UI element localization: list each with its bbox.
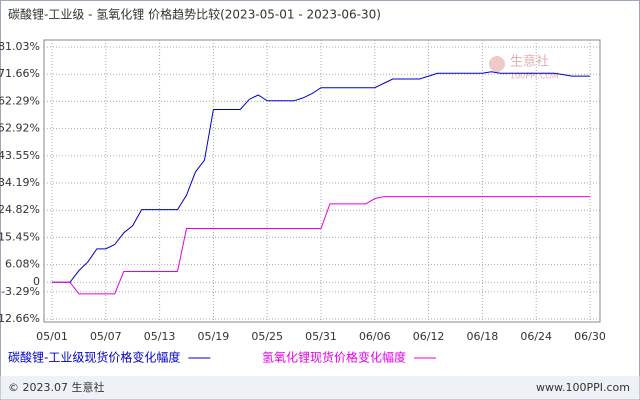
legend-label: 碳酸锂-工业级现货价格变化幅度 (8, 350, 180, 365)
x-tick-label: 05/13 (144, 330, 176, 343)
x-tick-label: 06/18 (467, 330, 499, 343)
series-line (52, 71, 590, 283)
chart-title: 碳酸锂-工业级 - 氢氧化锂 价格趋势比较(2023-05-01 - 2023-… (8, 7, 381, 22)
y-tick-label: 81.03% (0, 40, 40, 53)
footer-right: www.100PPI.com (536, 381, 630, 394)
y-tick-label: 0 (33, 275, 40, 288)
footer-left: © 2023.07 生意社 (8, 380, 104, 394)
x-tick-label: 06/24 (520, 330, 552, 343)
x-tick-label: 06/30 (574, 330, 606, 343)
x-tick-label: 05/01 (36, 330, 68, 343)
x-tick-label: 06/12 (413, 330, 445, 343)
y-tick-label: 43.55% (0, 149, 40, 162)
y-tick-label: -12.66% (0, 312, 40, 325)
y-tick-label: 24.82% (0, 203, 40, 216)
watermark: 生意社 100PPI.COM (489, 54, 559, 81)
watermark-logo (489, 56, 505, 72)
y-tick-label: 52.92% (0, 122, 40, 135)
y-tick-label: 62.29% (0, 94, 40, 107)
y-tick-label: 71.66% (0, 67, 40, 80)
x-tick-label: 05/19 (198, 330, 230, 343)
x-tick-label: 05/31 (305, 330, 337, 343)
y-tick-label: 34.19% (0, 176, 40, 189)
x-tick-label: 05/07 (90, 330, 122, 343)
y-tick-label: 15.45% (0, 230, 40, 243)
watermark-name: 生意社 (510, 54, 549, 70)
x-tick-label: 06/06 (359, 330, 391, 343)
legend-label: 氢氧化锂现货价格变化幅度 (262, 350, 406, 365)
watermark-site: 100PPI.COM (510, 72, 559, 81)
plot-frame (43, 39, 601, 323)
y-tick-label: -3.29% (1, 285, 40, 298)
x-tick-label: 05/25 (251, 330, 283, 343)
footer-bar (0, 376, 640, 400)
y-tick-label: 6.08% (5, 258, 40, 271)
series-line (52, 196, 590, 295)
